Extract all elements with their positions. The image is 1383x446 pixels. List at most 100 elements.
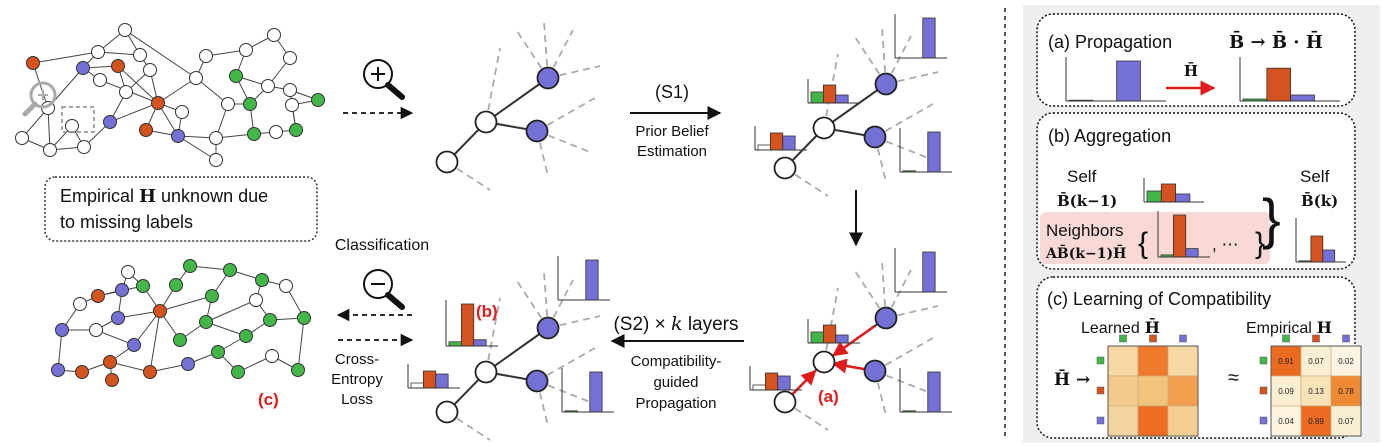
matrix-cell (1167, 375, 1199, 407)
graph-node (249, 293, 263, 307)
subgraph-node (474, 360, 498, 384)
histogram-self (1143, 178, 1204, 203)
graph-node (239, 43, 253, 57)
graph-node (65, 119, 79, 133)
graph-edge (157, 77, 197, 104)
panel-aggregation: (b) Aggregation Self B̄(k−1) Self B̄(k) … (1036, 112, 1356, 270)
graph-edge (32, 62, 49, 109)
graph-node (169, 278, 183, 292)
graph-node (91, 45, 105, 59)
matrix-value: 0.13 (1308, 387, 1324, 396)
graph-node (189, 71, 203, 85)
subgraph-node (525, 369, 549, 393)
propagation-red-arrow (831, 358, 867, 374)
histogram-bar (922, 251, 936, 293)
graph-node (311, 93, 325, 107)
matrix-cell (1107, 375, 1139, 407)
graph-node (133, 48, 147, 62)
graph-node (211, 345, 225, 359)
matrix-value: 0.89 (1308, 417, 1324, 426)
graph-node (283, 51, 297, 65)
label-c: (c) (258, 390, 279, 409)
histogram-bar (1310, 235, 1324, 263)
neighbors-ellipsis: , ⋯ (1212, 235, 1238, 254)
zoom-region-box (61, 106, 95, 133)
aggregation-brace: } (1262, 187, 1281, 250)
matrix-row-marker (1096, 386, 1105, 395)
matrix-value: 0.07 (1308, 357, 1324, 366)
matrix-row-marker (1096, 416, 1105, 425)
self-right-label: Self (1300, 167, 1330, 186)
graph-node (175, 105, 189, 119)
neighbor-dashed-edge (852, 267, 887, 319)
graph-edge (97, 51, 141, 56)
local-subgraph-aggregated (435, 271, 601, 441)
neighbor-dashed-edge (446, 411, 491, 441)
neighbors-label: Neighbors (1046, 221, 1124, 240)
self-left-label: Self (1067, 167, 1097, 186)
graph-node (261, 79, 275, 93)
compat-line1: Compatibility- (631, 353, 722, 370)
histogram-aggregated (1295, 218, 1346, 263)
graph-node (221, 97, 235, 111)
empirical-matrix: 0.91 0.07 0.02 0.09 0.13 0.78 0.04 0.89 0.07 (1259, 334, 1362, 437)
graph-node (267, 28, 281, 42)
matrix-col-marker (1342, 334, 1350, 343)
graph-node (55, 323, 69, 337)
matrix-cell (1137, 405, 1169, 437)
neighbors-highlight (1040, 212, 1270, 264)
neighbor-dashed-edge (885, 35, 912, 85)
graph-fully-classified (51, 259, 311, 387)
propagation-red-arrow (832, 324, 876, 357)
neighbors-formula: AB̄(k−1)H̄ (1045, 243, 1126, 262)
subgraph-node (536, 316, 560, 340)
subgraph-node (525, 119, 549, 143)
graph-node (103, 355, 117, 369)
zoom-out-icon (363, 269, 405, 310)
histogram-bar (752, 384, 766, 391)
local-subgraph-propagation (773, 261, 939, 431)
neighbor-dashed-edge (543, 271, 549, 329)
subgraph-node (812, 350, 836, 374)
subgraph-node (874, 72, 898, 96)
graph-node (279, 279, 293, 293)
neighbor-dashed-edge (852, 33, 887, 85)
histogram-bar (1290, 94, 1315, 102)
histogram-bar (435, 373, 449, 389)
neighbor-dashed-edge (547, 65, 601, 79)
propagation-red-arrow (791, 369, 817, 396)
matrix-border (1270, 345, 1362, 437)
matrix-value: 0.91 (1278, 357, 1294, 366)
graph-node (111, 311, 125, 325)
matrix-cell (1330, 405, 1362, 437)
graph-edge (149, 310, 161, 373)
neighbor-dashed-edge (514, 277, 549, 329)
neighbor-dashed-edge (547, 29, 574, 79)
graph-edge (124, 29, 197, 79)
h-arrow-label: H̄ → (1054, 369, 1090, 390)
magnifier-grey-icon (22, 81, 57, 117)
matrix-value: 0.09 (1278, 387, 1294, 396)
neighbor-dashed-edge (536, 380, 591, 403)
graph-node (15, 131, 29, 145)
histogram-bar (1266, 67, 1292, 102)
histogram-bar (473, 339, 487, 347)
graph-node (291, 363, 305, 377)
graph-node (118, 23, 132, 37)
propagation-title: (a) Propagation (1048, 32, 1172, 52)
histogram-propagated (1239, 57, 1340, 102)
subgraph-node (863, 359, 887, 383)
histogram-bar (757, 144, 771, 151)
self-left-formula: B̄(k−1) (1057, 191, 1117, 210)
histogram-bar (1322, 249, 1336, 263)
histogram-bar (448, 341, 462, 347)
graph-node (285, 98, 299, 112)
histogram-prior (1065, 57, 1166, 102)
neighbor-dashed-edge (514, 27, 549, 79)
compatibility-title: (c) Learning of Compatibility (1047, 289, 1271, 309)
histogram-bar (422, 370, 437, 389)
graph-node (209, 131, 223, 145)
neighbor-dashed-edge (543, 21, 549, 79)
matrix-cell (1107, 345, 1139, 377)
